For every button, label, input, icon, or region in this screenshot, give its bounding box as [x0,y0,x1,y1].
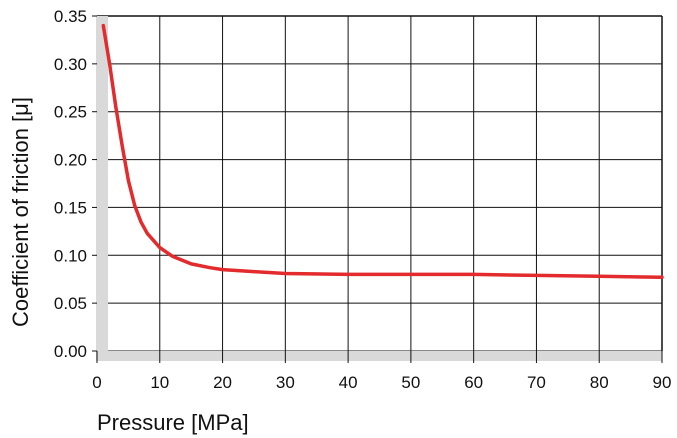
x-tick-labels: 0 10 20 30 40 50 60 70 80 90 [92,373,671,392]
y-tick-label-3: 0.15 [54,198,87,217]
friction-line-0 [101,23,664,280]
y-tick-label-0: 0.00 [54,342,87,361]
x-tick-label-0: 0 [92,373,101,392]
x-tick-label-3: 30 [276,373,295,392]
y-tick-label-5: 0.25 [54,103,87,122]
x-tick-label-5: 50 [401,373,420,392]
y-tick-label-6: 0.30 [54,55,87,74]
y-tick-label-1: 0.05 [54,294,87,313]
y-tick-label-4: 0.20 [54,151,87,170]
x-tick-label-9: 90 [653,373,672,392]
x-tick-label-4: 40 [339,373,358,392]
x-tick-label-2: 20 [213,373,232,392]
y-tick-label-2: 0.10 [54,246,87,265]
x-tick-label-1: 10 [150,373,169,392]
axis-bars [92,15,663,363]
x-axis-bar [96,351,662,361]
grid [96,15,663,352]
y-axis-bar [96,16,108,361]
series-layer [101,23,664,280]
x-tick-label-8: 80 [590,373,609,392]
y-axis-title: Coefficient of friction [μ] [8,97,33,327]
x-tick-label-6: 60 [464,373,483,392]
x-tick-label-7: 70 [527,373,546,392]
y-tick-labels: 0.00 0.05 0.10 0.15 0.20 0.25 0.30 0.35 [54,7,87,361]
x-axis-title: Pressure [MPa] [97,410,249,435]
y-tick-label-7: 0.35 [54,7,87,26]
